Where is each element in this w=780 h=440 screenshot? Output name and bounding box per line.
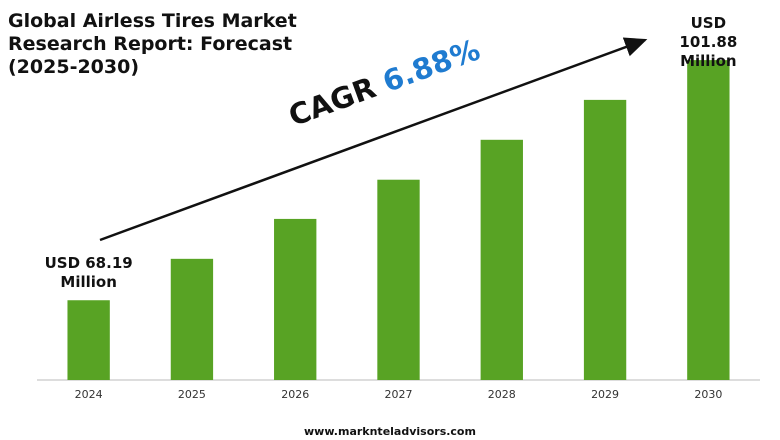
bar (170, 258, 214, 380)
x-tick-label: 2030 (694, 388, 722, 401)
bar (687, 60, 730, 381)
x-tick-label: 2024 (75, 388, 103, 401)
x-tick-label: 2029 (591, 388, 619, 401)
value-label: USD 101.88 Million (679, 14, 738, 71)
value-label: USD 68.19 Million (44, 254, 133, 292)
bar (67, 300, 110, 380)
x-tick-label: 2028 (488, 388, 516, 401)
x-tick-label: 2027 (385, 388, 413, 401)
trend-arrow (99, 37, 648, 242)
bar (274, 218, 317, 380)
x-tick-label: 2025 (178, 388, 206, 401)
bar (377, 179, 420, 380)
bar (583, 99, 627, 380)
chart-title: Global Airless Tires Market Research Rep… (8, 10, 297, 78)
bar (480, 139, 523, 380)
x-tick-label: 2026 (281, 388, 309, 401)
source: www.marknteladvisors.com (304, 425, 476, 438)
